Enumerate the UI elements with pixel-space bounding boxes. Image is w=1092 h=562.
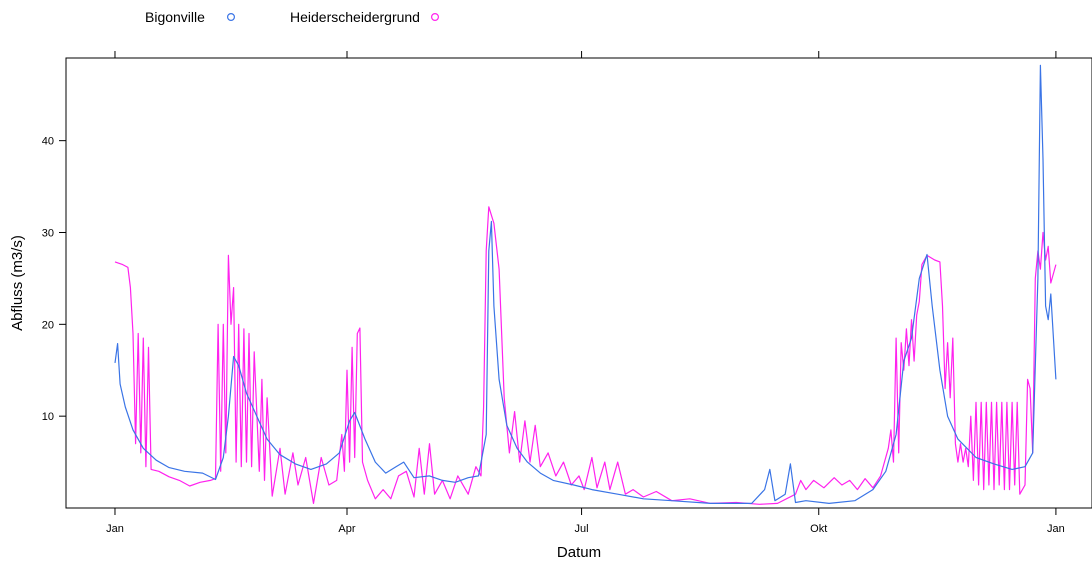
y-tick-label: 20 — [42, 319, 54, 331]
y-axis: 10 20 30 40 — [42, 136, 66, 423]
y-tick-label: 30 — [42, 227, 54, 239]
series-layer — [114, 64, 1057, 505]
x-tick-label: Jan — [1047, 523, 1065, 535]
x-axis: Jan Apr Jul Okt Jan — [106, 51, 1065, 535]
legend-label-bigonville: Bigonville — [145, 9, 205, 25]
legend-label-heiderscheidergrund: Heiderscheidergrund — [290, 9, 420, 25]
series-line-bigonville — [114, 64, 1057, 504]
x-tick-label: Jul — [575, 523, 589, 535]
y-tick-label: 10 — [42, 411, 54, 423]
plot-frame — [65, 57, 1092, 509]
y-tick-label: 40 — [42, 136, 54, 148]
x-tick-label: Okt — [810, 523, 827, 535]
x-tick-label: Jan — [106, 523, 124, 535]
legend-symbol-heiderscheidergrund — [431, 13, 440, 22]
series-line-heiderscheidergrund — [114, 206, 1057, 505]
legend-symbol-bigonville — [227, 13, 236, 22]
y-axis-label: Abfluss (m3/s) — [9, 235, 26, 331]
x-tick-label: Apr — [338, 523, 355, 535]
x-axis-label: Datum — [557, 544, 601, 561]
legend: Bigonville Heiderscheidergrund — [145, 9, 440, 25]
